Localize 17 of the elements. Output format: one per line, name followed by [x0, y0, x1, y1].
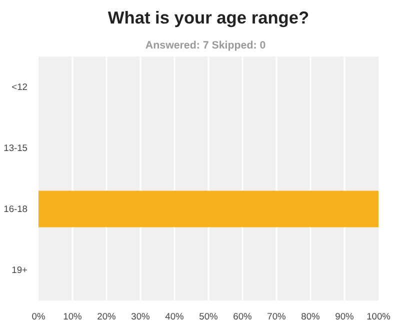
x-tick-label: 0% [32, 312, 46, 322]
x-tick-label: 60% [233, 312, 252, 322]
y-tick-label: 13-15 [4, 143, 28, 153]
x-tick-label: 90% [335, 312, 354, 322]
y-tick-label: <12 [12, 82, 28, 92]
x-tick-label: 30% [131, 312, 150, 322]
y-tick-label: 16-18 [4, 204, 28, 214]
x-tick-label: 100% [366, 312, 390, 322]
chart-subtitle: Answered: 7 Skipped: 0 [145, 40, 266, 52]
x-tick-label: 70% [267, 312, 286, 322]
x-tick-label: 40% [165, 312, 184, 322]
chart-title: What is your age range? [108, 8, 310, 28]
x-tick-label: 80% [301, 312, 320, 322]
x-tick-label: 50% [199, 312, 218, 322]
x-tick-label: 20% [97, 312, 116, 322]
y-tick-label: 19+ [12, 265, 28, 275]
x-tick-label: 10% [63, 312, 82, 322]
